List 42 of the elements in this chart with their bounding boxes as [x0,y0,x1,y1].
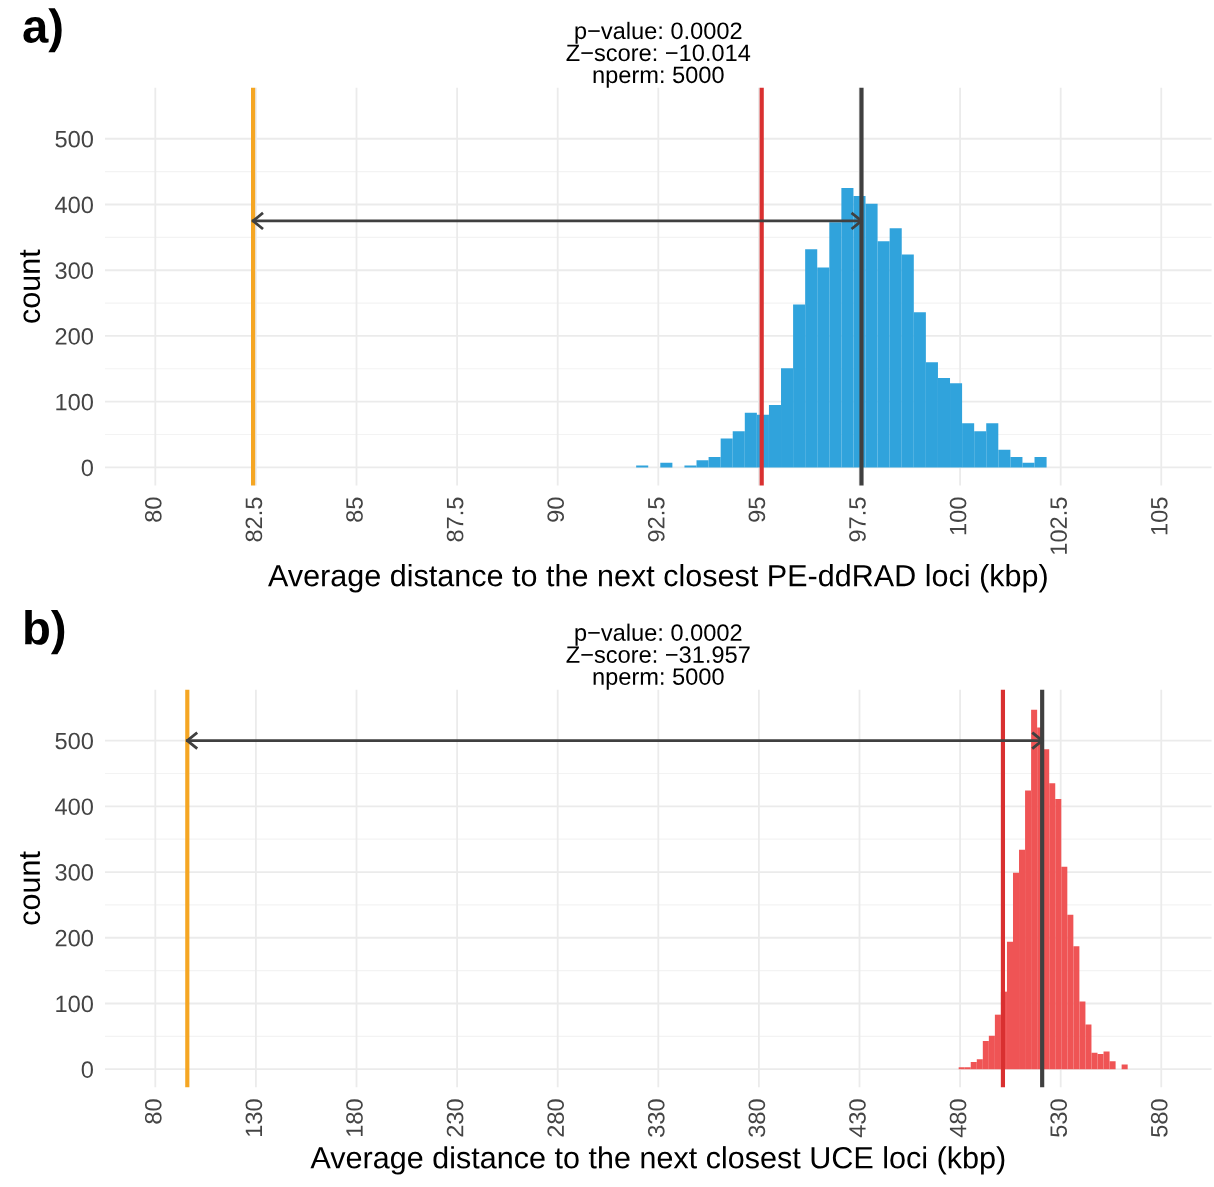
x-tick-label: 82.5 [245,497,263,542]
x-axis-title: Average distance to the next closest PE-ddRAD loci (kbp) [268,564,1047,593]
x-tick-label: 580 [1150,1099,1168,1137]
x-tick-label: 130 [245,1099,263,1136]
y-tick-label: 400 [55,798,93,816]
x-tick-label: 430 [849,1099,866,1138]
y-tick-label: 200 [55,929,93,947]
text: a) [23,8,62,53]
y-tick-label: 100 [56,995,93,1013]
x-tick-label: 80 [144,1099,162,1124]
chart-title: p−value: 0.0002 Z−score: −31.957 nperm: 5000 [566,623,750,690]
y-axis-title: count [20,249,41,323]
x-tick-label: 330 [647,1099,665,1137]
x-tick-label: 105 [1150,497,1168,535]
x-tick-label: 102.5 [1050,497,1068,554]
x-tick-label: 95 [748,497,766,522]
y-tick-label: 0 [81,459,93,477]
text: b) [25,610,65,655]
x-tick-label: 85 [346,497,363,522]
y-tick-label: 100 [56,393,93,411]
x-axis-title: Average distance to the next closest UCE loci (kbp) [310,1146,1005,1175]
y-tick-label: 500 [55,732,93,750]
x-tick-label: 97.5 [849,497,866,542]
x-tick-label: 180 [346,1099,363,1136]
y-tick-label: 300 [55,262,93,280]
x-tick-label: 530 [1050,1099,1068,1137]
y-tick-label: 500 [55,130,93,148]
x-tick-label: 92.5 [647,497,665,542]
chart-title: p−value: 0.0002 Z−score: −10.014 nperm: 5000 [566,21,751,88]
x-tick-label: 100 [949,497,967,535]
y-tick-label: 0 [81,1061,93,1079]
y-tick-label: 300 [55,864,93,881]
y-tick-label: 400 [55,196,93,214]
x-tick-label: 90 [547,497,565,522]
x-tick-label: 80 [144,497,162,522]
x-tick-label: 87.5 [446,497,464,542]
x-tick-label: 380 [748,1099,766,1137]
y-tick-label: 200 [55,328,93,345]
x-tick-label: 480 [949,1099,967,1138]
x-tick-label: 280 [547,1099,565,1137]
y-axis-title: count [20,851,41,925]
x-tick-label: 230 [446,1099,464,1137]
